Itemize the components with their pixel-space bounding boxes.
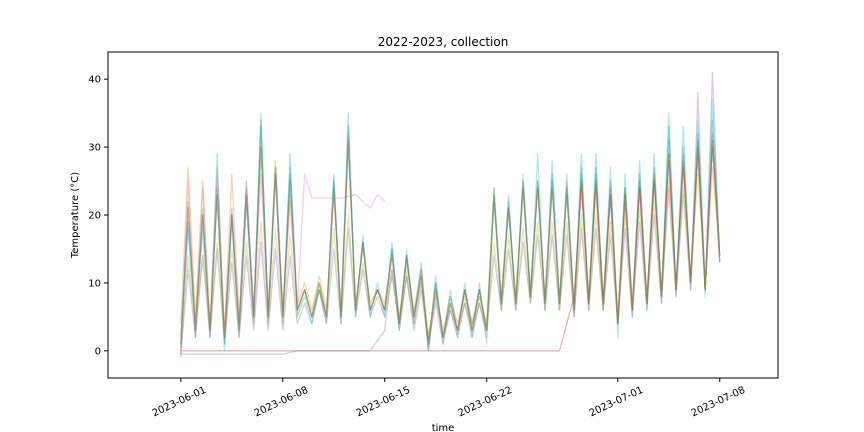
x-tick-label: 2023-06-15	[355, 385, 412, 420]
series-line-6	[180, 173, 386, 355]
series-line-5	[180, 71, 721, 355]
x-tick-label: 2023-06-08	[253, 385, 310, 420]
x-tick-label: 2023-07-08	[690, 385, 747, 420]
series-line-3	[180, 119, 721, 345]
x-axis-label: time	[432, 423, 455, 432]
x-tick-label: 2023-06-22	[457, 385, 514, 420]
chart-title: 2022-2023, collection	[378, 35, 509, 49]
series-lines	[180, 71, 721, 358]
series-line-9	[180, 139, 721, 352]
y-axis-label: Temperature (°C)	[70, 172, 81, 259]
x-tick-label: 2023-06-01	[151, 385, 208, 420]
series-line-8	[180, 166, 721, 351]
y-tick-label: 40	[88, 75, 101, 86]
series-line-10	[180, 268, 488, 355]
series-line-4	[180, 146, 721, 352]
y-tick-label: 20	[88, 211, 101, 222]
x-axis-ticks: 2023-06-01 2023-06-08 2023-06-15 2023-06-22…	[151, 378, 747, 419]
y-tick-label: 0	[95, 346, 101, 357]
y-tick-label: 10	[88, 278, 101, 289]
x-tick-label: 2023-07-01	[588, 385, 645, 420]
series-line-2	[180, 139, 721, 338]
series-line-7	[180, 98, 721, 358]
series-line-1	[180, 119, 721, 345]
y-axis-ticks: 0 10 20 30 40	[88, 75, 108, 357]
y-tick-label: 30	[88, 143, 101, 154]
